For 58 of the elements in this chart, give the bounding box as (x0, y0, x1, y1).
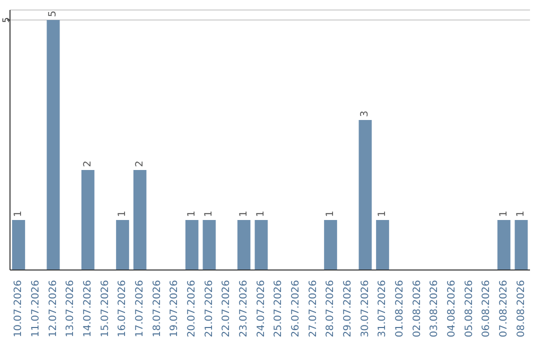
x-tick-label: 26.07.2026 (290, 280, 302, 338)
x-tick-label: 29.07.2026 (342, 280, 354, 338)
bar (133, 170, 146, 270)
data-label: 1 (238, 210, 250, 217)
bar (514, 220, 528, 270)
bar (376, 220, 390, 270)
bar (46, 20, 60, 270)
x-tick-label: 17.07.2026 (134, 280, 146, 338)
bar (254, 220, 268, 270)
bar (12, 220, 26, 270)
x-tick-label: 05.08.2026 (464, 280, 475, 338)
data-label: 1 (117, 210, 128, 217)
x-tick-label: 01.08.2026 (394, 280, 406, 338)
x-tick-label: 06.08.2026 (481, 280, 492, 338)
x-tick-label: 23.07.2026 (238, 280, 250, 338)
bar (497, 220, 510, 270)
x-tick-label: 22.07.2026 (221, 280, 232, 338)
data-label: 1 (186, 210, 198, 217)
bar (81, 170, 94, 270)
x-tick-label: 18.07.2026 (152, 280, 163, 338)
x-tick-label: 30.07.2026 (360, 280, 371, 338)
bar (185, 220, 198, 270)
x-tick-label: 20.07.2026 (186, 280, 198, 338)
x-tick-label: 03.08.2026 (429, 280, 440, 338)
x-tick-label: 12.07.2026 (48, 280, 59, 338)
x-tick-label: 24.07.2026 (256, 280, 267, 338)
bar (237, 220, 250, 270)
data-label: 1 (13, 210, 24, 217)
x-tick-label: 31.07.2026 (377, 280, 388, 338)
bar (202, 220, 216, 270)
data-label: 5 (48, 10, 59, 17)
x-tick-label: 13.07.2026 (65, 280, 76, 338)
x-tick-label: 28.07.2026 (325, 280, 336, 338)
x-tick-label: 11.07.2026 (30, 280, 42, 338)
data-label: 1 (516, 210, 527, 217)
x-tick-label: 02.08.2026 (412, 280, 423, 338)
data-label: 3 (360, 110, 371, 117)
x-tick-label: 08.08.2026 (516, 280, 527, 338)
data-label: 2 (82, 160, 94, 167)
bar (358, 120, 372, 270)
x-tick-label: 19.07.2026 (169, 280, 180, 338)
x-tick-label: 14.07.2026 (82, 280, 94, 338)
data-label: 2 (134, 160, 146, 167)
data-label: 1 (325, 210, 336, 217)
bar (116, 220, 130, 270)
x-tick-label: 16.07.2026 (117, 280, 128, 338)
x-tick-label: 10.07.2026 (13, 280, 24, 338)
bar (324, 220, 338, 270)
data-label: 1 (377, 210, 388, 217)
x-tick-label: 15.07.2026 (100, 280, 111, 338)
x-tick-label: 25.07.2026 (273, 280, 284, 338)
x-tick-label: 21.07.2026 (204, 280, 215, 338)
data-label: 1 (256, 210, 267, 217)
data-label: 1 (498, 210, 510, 217)
x-tick-label: 07.08.2026 (498, 280, 510, 338)
x-tick-label: 04.08.2026 (446, 280, 458, 338)
data-label: 1 (204, 210, 215, 217)
x-tick-label: 27.07.2026 (308, 280, 319, 338)
